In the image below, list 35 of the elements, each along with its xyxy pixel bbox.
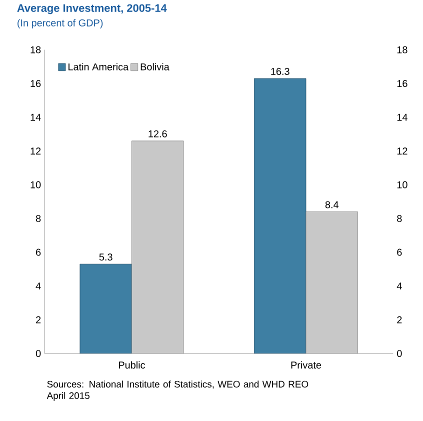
bar bbox=[80, 264, 132, 354]
y-tick-label: 18 bbox=[30, 46, 41, 54]
chart-title: Average Investment, 2005-14 bbox=[17, 4, 167, 14]
y-tick-label: 8 bbox=[36, 214, 41, 222]
y2-tick-label: 0 bbox=[397, 350, 402, 357]
bar bbox=[254, 78, 306, 354]
y2-tick-label: 16 bbox=[397, 80, 408, 87]
y2-tick-label: 12 bbox=[397, 147, 408, 154]
y-tick-label: 0 bbox=[36, 350, 41, 357]
y-tick-label: 12 bbox=[30, 147, 41, 154]
x-tick-label: Private bbox=[291, 361, 322, 368]
y-tick-label: 14 bbox=[30, 114, 41, 121]
y2-tick-label: 10 bbox=[397, 181, 408, 188]
source-note: Sources: National Institute of Statistics, WEO and WHD REO April 2015 bbox=[46, 380, 308, 401]
legend-label: Latin America bbox=[68, 62, 129, 70]
data-label: 8.4 bbox=[325, 201, 339, 208]
y2-tick-label: 8 bbox=[397, 214, 402, 222]
y2-tick-label: 18 bbox=[397, 46, 408, 54]
y-tick-label: 6 bbox=[36, 248, 41, 256]
chart-subtitle: (In percent of GDP) bbox=[18, 19, 103, 28]
y2-tick-label: 2 bbox=[397, 316, 402, 324]
legend-label: Bolivia bbox=[140, 62, 170, 70]
y-tick-label: 2 bbox=[36, 316, 41, 324]
x-tick-label: Public bbox=[118, 361, 146, 368]
data-label: 5.3 bbox=[99, 253, 112, 260]
data-label: 12.6 bbox=[148, 130, 167, 138]
bar bbox=[132, 140, 184, 354]
y2-tick-label: 4 bbox=[396, 282, 402, 290]
data-label: 16.3 bbox=[271, 68, 290, 75]
y2-tick-label: 14 bbox=[397, 114, 408, 121]
bar bbox=[306, 211, 358, 354]
y-tick-label: 16 bbox=[30, 80, 41, 87]
y2-tick-label: 6 bbox=[397, 248, 402, 256]
y-tick-label: 4 bbox=[36, 282, 41, 290]
y-tick-label: 10 bbox=[30, 181, 41, 188]
